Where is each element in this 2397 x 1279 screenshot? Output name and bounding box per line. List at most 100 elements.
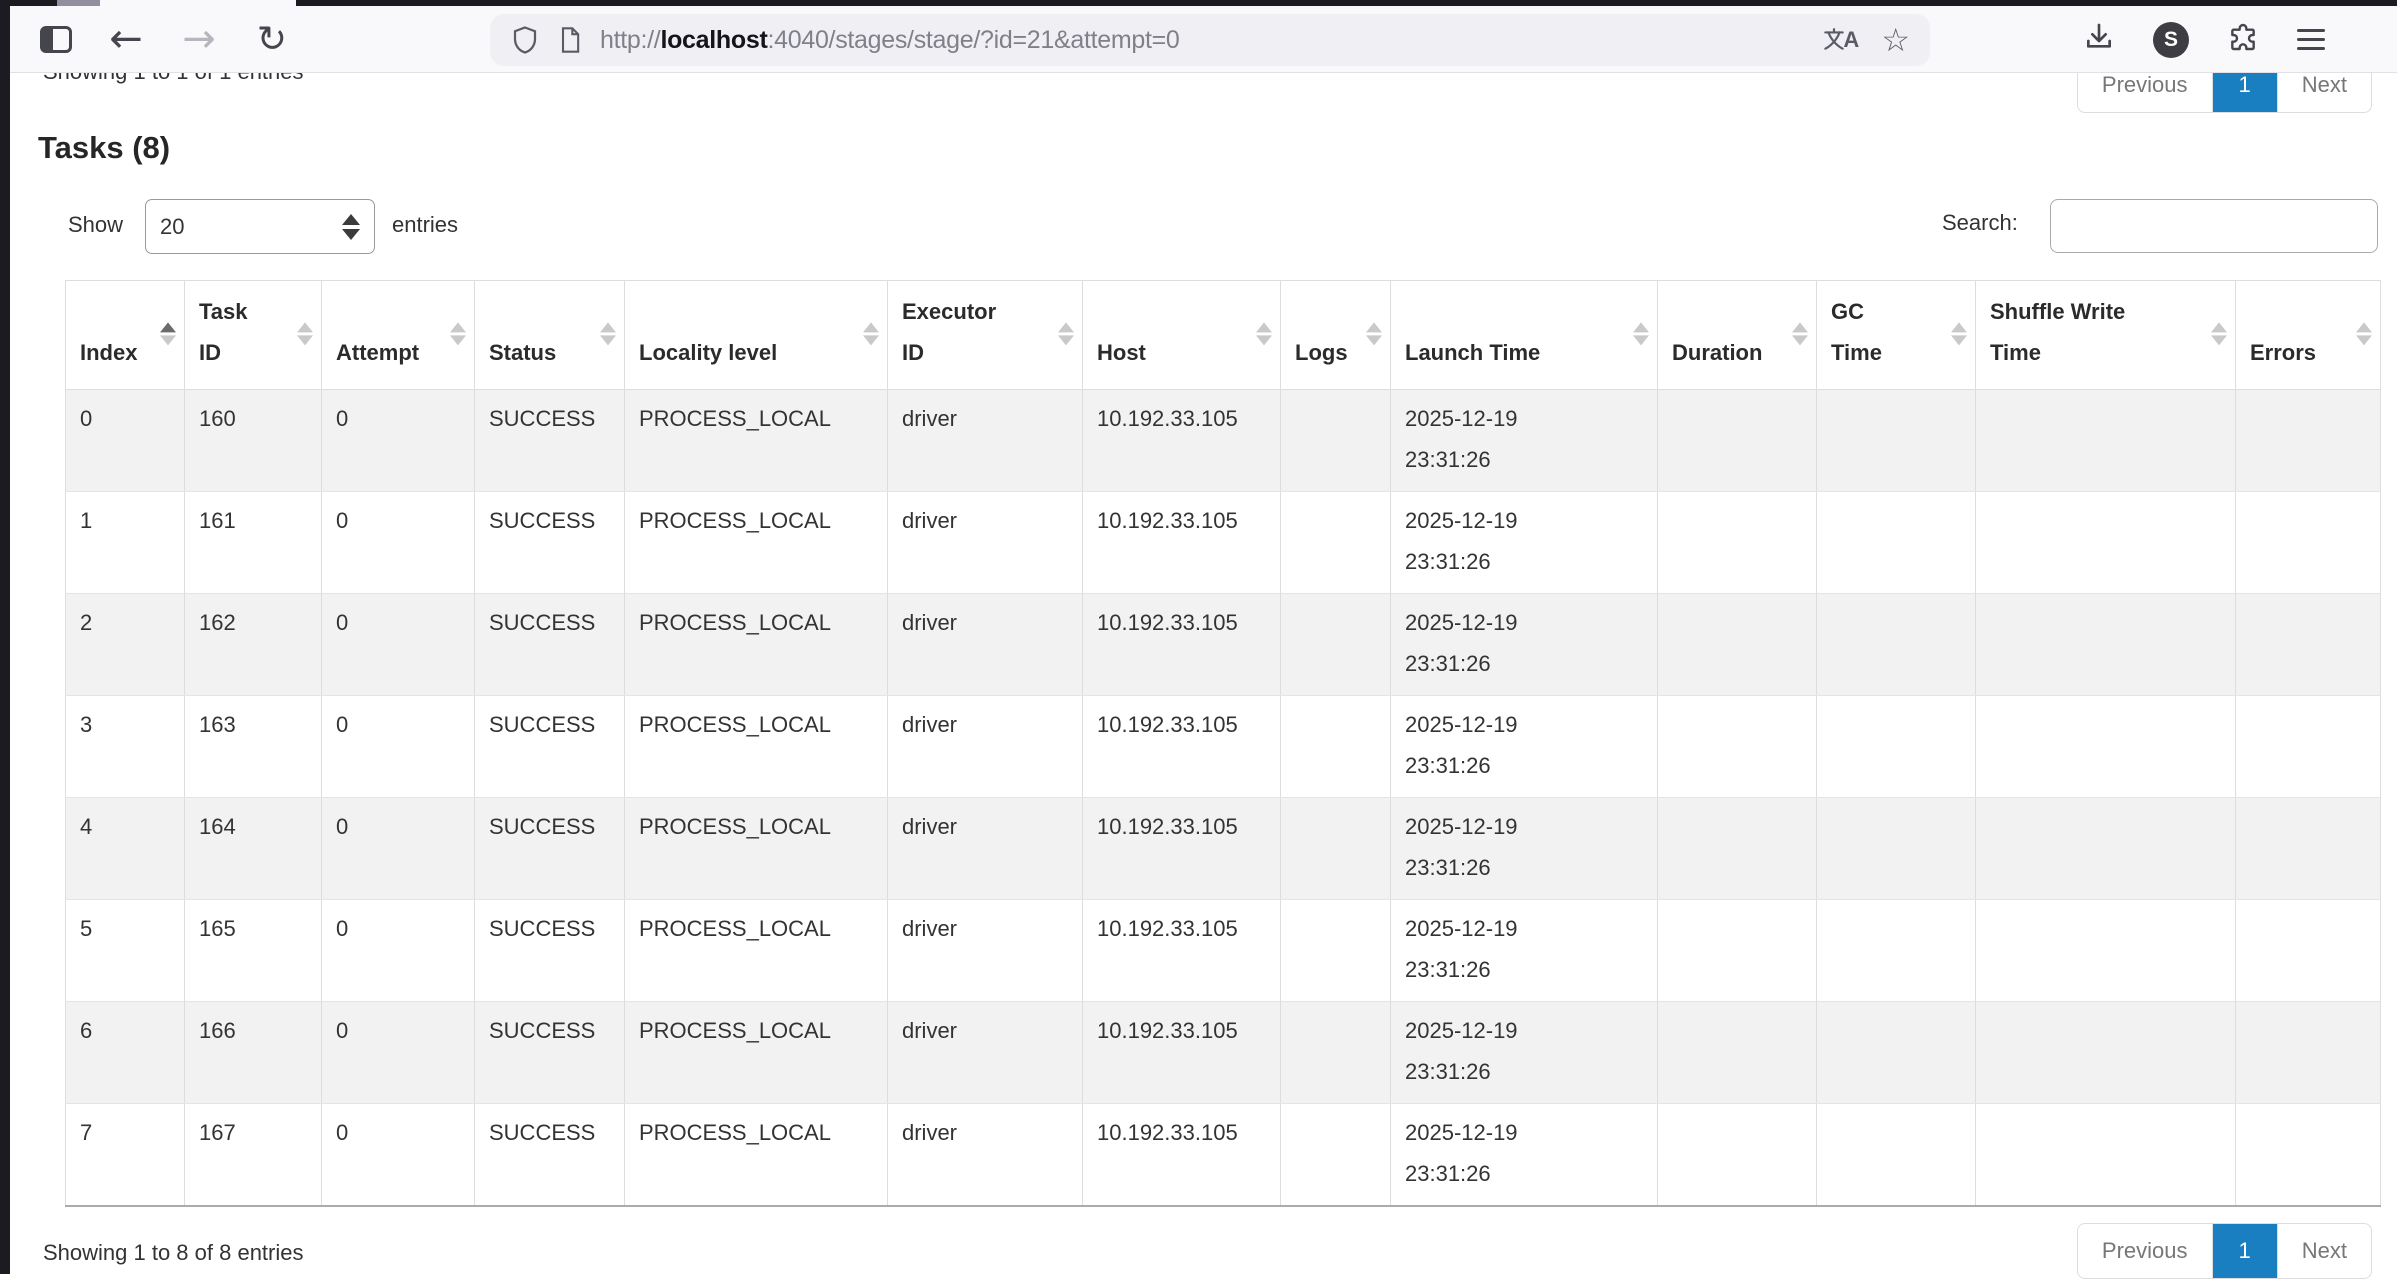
cell-launch: 2025-12-19 23:31:26 (1390, 389, 1658, 492)
column-header-executor_id[interactable]: Executor ID (887, 280, 1083, 390)
extension-s-badge-icon[interactable]: S (2153, 21, 2189, 58)
cell-errors (2235, 593, 2381, 696)
next-page-button[interactable]: Next (2276, 1224, 2371, 1278)
shield-icon[interactable] (510, 25, 540, 55)
column-header-duration[interactable]: Duration (1657, 280, 1817, 390)
bottom-pagination: Previous 1 Next (2076, 1223, 2372, 1279)
column-label: Executor ID (902, 299, 997, 365)
previous-page-button[interactable]: Previous (2101, 1238, 2188, 1263)
cell-index: 6 (65, 1001, 185, 1104)
search-input[interactable] (2050, 199, 2378, 253)
column-label: Status (489, 340, 557, 365)
column-header-index[interactable]: Index (65, 280, 185, 390)
cell-errors (2235, 797, 2381, 900)
cell-logs (1280, 389, 1391, 492)
sidebar-toggle-button[interactable] (32, 15, 80, 63)
cell-executor_id: driver (887, 1103, 1083, 1207)
toolbar-right-cluster: S (2083, 6, 2325, 73)
cell-launch: 2025-12-19 23:31:26 (1390, 695, 1658, 798)
task-row: 5 165 0 SUCCESS PROCESS_LOCAL driver 10.192.33… (65, 899, 2381, 1002)
sort-arrows-icon (1256, 322, 1272, 346)
cell-gc_time (1816, 491, 1976, 594)
page-info-icon[interactable] (556, 26, 584, 54)
cell-host: 10.192.33.105 (1082, 1001, 1281, 1104)
sort-arrows-icon (297, 322, 313, 346)
cell-shuffle_write_time (1975, 593, 2236, 696)
cell-shuffle_write_time (1975, 1103, 2236, 1207)
back-arrow-icon: ← (109, 16, 143, 62)
url-bar[interactable]: http://localhost:4040/stages/stage/?id=2… (490, 14, 1930, 66)
cell-launch: 2025-12-19 23:31:26 (1390, 593, 1658, 696)
cell-executor_id: driver (887, 797, 1083, 900)
cell-task_id: 161 (184, 491, 322, 594)
cell-status: SUCCESS (474, 1103, 625, 1207)
tasks-table-body: 0 160 0 SUCCESS PROCESS_LOCAL driver 10.192.33… (65, 389, 2381, 1207)
cell-shuffle_write_time (1975, 695, 2236, 798)
column-header-launch[interactable]: Launch Time (1390, 280, 1658, 390)
page-size-select[interactable]: 20 (145, 199, 375, 254)
column-header-task_id[interactable]: Task ID (184, 280, 322, 390)
cell-attempt: 0 (321, 491, 475, 594)
cell-locality: PROCESS_LOCAL (624, 899, 888, 1002)
column-header-gc_time[interactable]: GC Time (1816, 280, 1976, 390)
downloads-icon[interactable] (2083, 21, 2115, 58)
cell-attempt: 0 (321, 797, 475, 900)
extensions-puzzle-icon[interactable] (2227, 21, 2259, 58)
column-header-status[interactable]: Status (474, 280, 625, 390)
cell-index: 2 (65, 593, 185, 696)
entries-label: entries (392, 212, 459, 237)
column-label: Index (80, 340, 138, 365)
column-label: Attempt (336, 340, 420, 365)
cell-index: 4 (65, 797, 185, 900)
cell-task_id: 162 (184, 593, 322, 696)
sort-arrows-icon (863, 322, 879, 346)
column-header-locality[interactable]: Locality level (624, 280, 888, 390)
cell-attempt: 0 (321, 899, 475, 1002)
show-label: Show (68, 212, 124, 237)
url-text: http://localhost:4040/stages/stage/?id=2… (600, 26, 1180, 55)
column-label: Launch Time (1405, 340, 1541, 365)
tab-strip-fragment (57, 0, 100, 6)
cell-gc_time (1816, 695, 1976, 798)
active-tab-fragment[interactable] (100, 0, 296, 6)
next-page-button[interactable]: Next (2276, 58, 2371, 112)
sort-arrows-icon (160, 322, 176, 346)
cell-attempt: 0 (321, 1103, 475, 1207)
cell-logs (1280, 491, 1391, 594)
cell-locality: PROCESS_LOCAL (624, 491, 888, 594)
translate-letter: A (1843, 27, 1860, 52)
column-header-errors[interactable]: Errors (2235, 280, 2381, 390)
column-header-attempt[interactable]: Attempt (321, 280, 475, 390)
cell-task_id: 164 (184, 797, 322, 900)
reload-button[interactable]: ↻ (248, 15, 296, 63)
back-button[interactable]: ← (102, 15, 150, 63)
bookmark-star-icon[interactable]: ☆ (1881, 21, 1910, 59)
cell-host: 10.192.33.105 (1082, 593, 1281, 696)
cell-attempt: 0 (321, 1001, 475, 1104)
column-header-shuffle_write_time[interactable]: Shuffle Write Time (1975, 280, 2236, 390)
task-row: 0 160 0 SUCCESS PROCESS_LOCAL driver 10.192.33… (65, 389, 2381, 492)
cell-executor_id: driver (887, 695, 1083, 798)
cell-duration (1657, 1001, 1817, 1104)
forward-button[interactable]: → (175, 15, 223, 63)
previous-page-button[interactable]: Previous (2101, 72, 2188, 97)
column-label: Locality level (639, 340, 778, 365)
browser-toolbar: ← → ↻ http://localhost:4040/stages/stage… (0, 6, 2397, 73)
column-label: Task ID (199, 299, 248, 365)
current-page-button[interactable]: 1 (2211, 1224, 2277, 1278)
page-title: Tasks (8) (38, 130, 171, 165)
cell-shuffle_write_time (1975, 899, 2236, 1002)
column-header-host[interactable]: Host (1082, 280, 1281, 390)
menu-icon[interactable] (2297, 29, 2325, 50)
column-header-logs[interactable]: Logs (1280, 280, 1391, 390)
cell-gc_time (1816, 1103, 1976, 1207)
sort-arrows-icon (1792, 322, 1808, 346)
cell-host: 10.192.33.105 (1082, 695, 1281, 798)
forward-arrow-icon: → (182, 16, 216, 62)
column-label: Errors (2250, 340, 2317, 365)
cell-locality: PROCESS_LOCAL (624, 797, 888, 900)
translate-icon[interactable]: A (1821, 27, 1859, 53)
cell-duration (1657, 899, 1817, 1002)
cell-host: 10.192.33.105 (1082, 899, 1281, 1002)
url-path: :4040/stages/stage/?id=21&attempt=0 (767, 25, 1180, 54)
